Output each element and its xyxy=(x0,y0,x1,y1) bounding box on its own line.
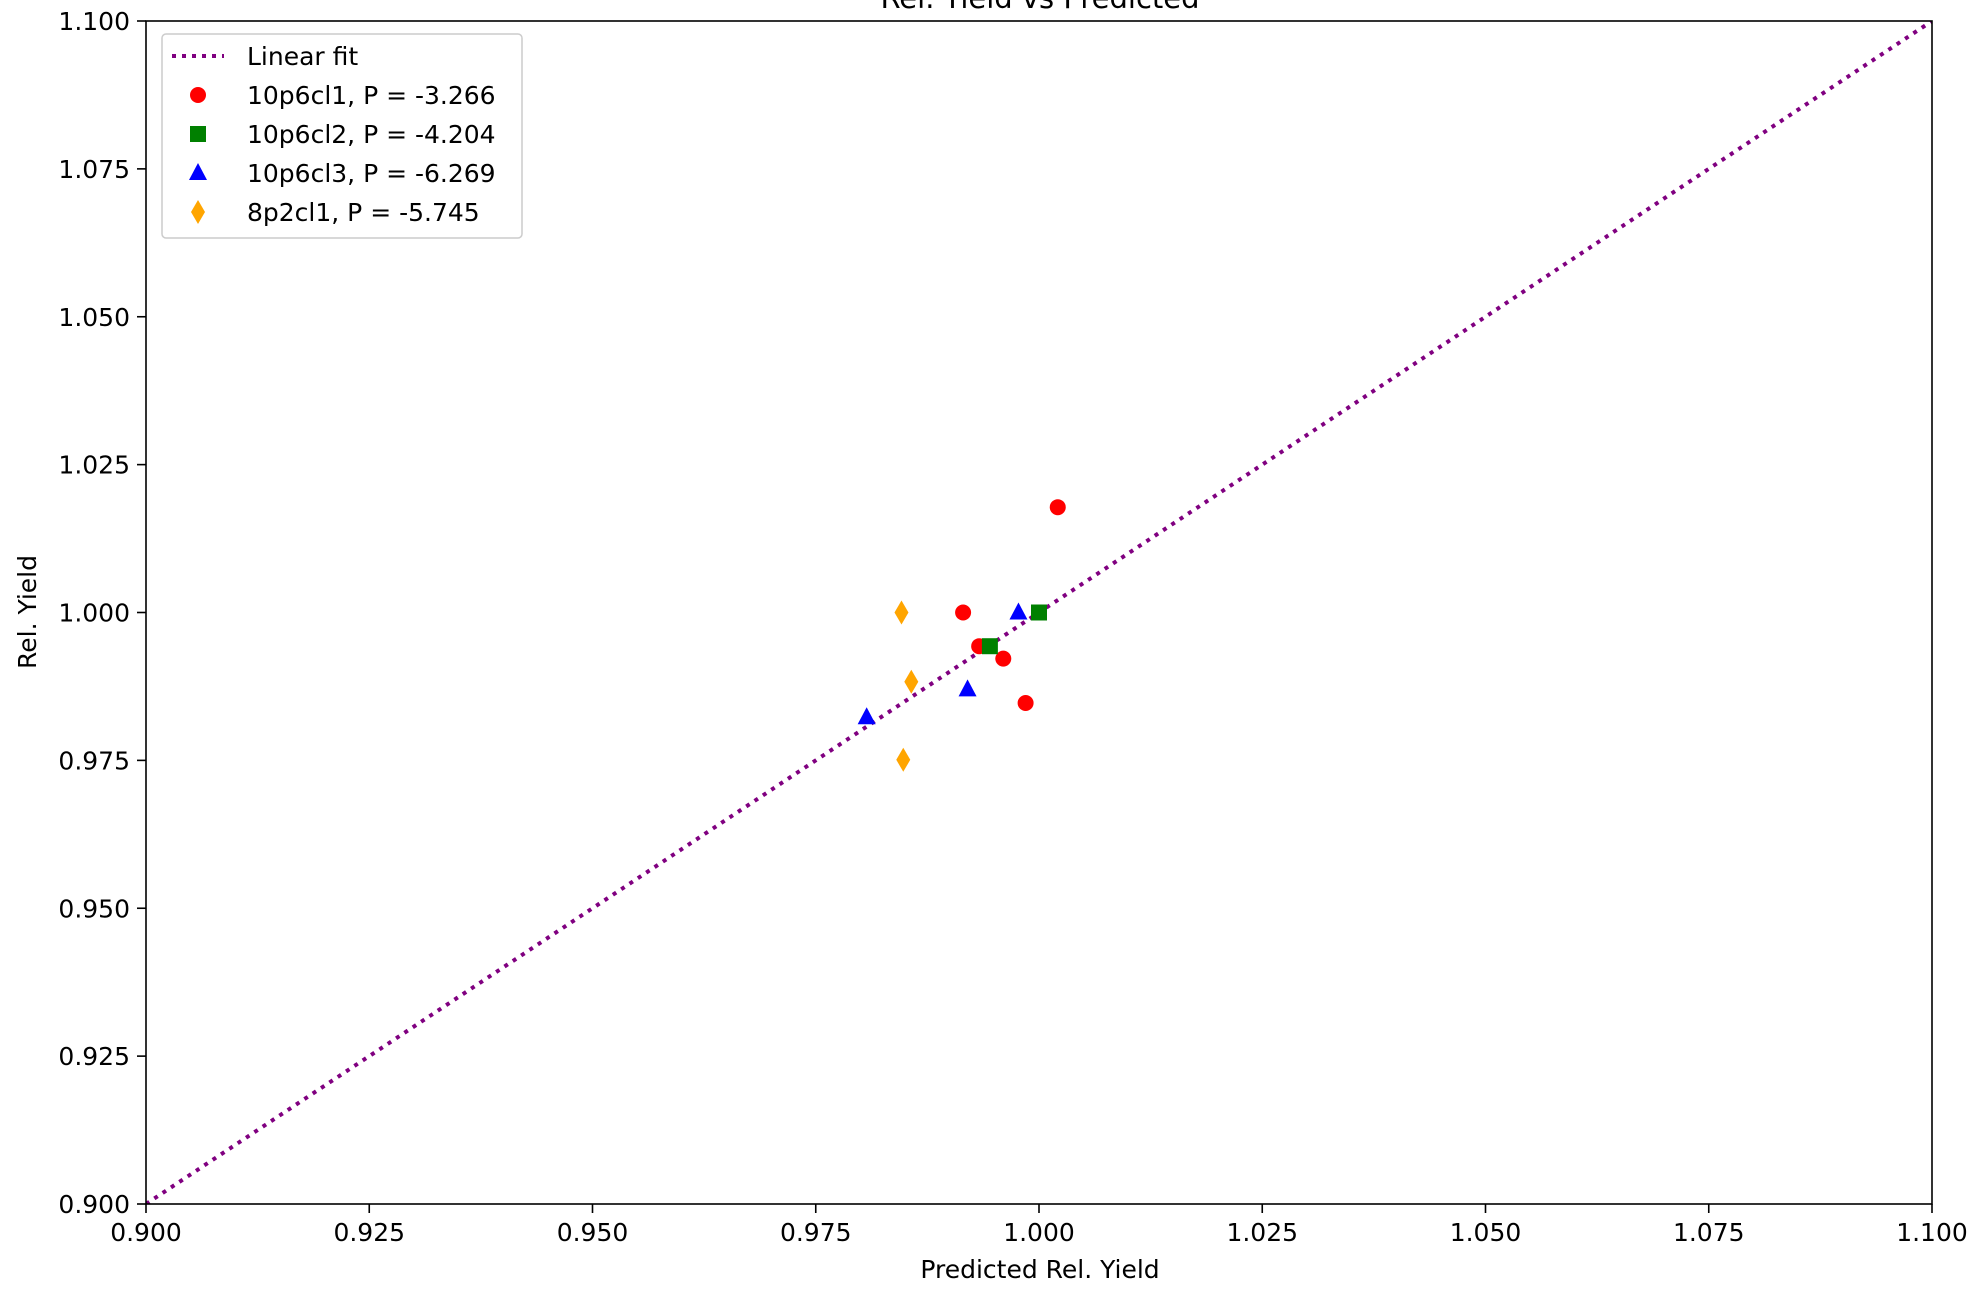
legend-label-series-1: 10p6cl1, P = -3.266 xyxy=(247,81,496,110)
x-tick-label: 1.075 xyxy=(1673,1218,1745,1247)
chart-title: Rel. Yield vs Predicted xyxy=(880,0,1199,15)
data-point-series-4-1 xyxy=(894,600,909,625)
y-tick-label: 1.025 xyxy=(58,451,130,480)
data-point-series-4-2 xyxy=(904,669,919,694)
x-axis-label: Predicted Rel. Yield xyxy=(920,1255,1159,1284)
data-point-series-4-3 xyxy=(896,747,911,772)
y-tick-label: 0.975 xyxy=(58,746,130,775)
legend-label-series-3: 10p6cl3, P = -6.269 xyxy=(247,159,496,188)
legend-label-series-2: 10p6cl2, P = -4.204 xyxy=(247,120,496,149)
legend-box xyxy=(161,33,523,239)
x-tick-label: 1.050 xyxy=(1450,1218,1522,1247)
legend-swatch-series-2 xyxy=(190,126,206,142)
data-point-series-1-1 xyxy=(955,604,972,621)
legend-label-series-4: 8p2cl1, P = -5.745 xyxy=(247,198,480,227)
y-tick-label: 0.900 xyxy=(58,1190,130,1219)
x-tick-label: 1.000 xyxy=(1003,1218,1075,1247)
y-tick-label: 1.050 xyxy=(58,303,130,332)
plot-marks xyxy=(146,21,1932,1204)
y-tick-label: 1.075 xyxy=(58,155,130,184)
legend: Linear fit 10p6cl1, P = -3.266 10p6cl2, P … xyxy=(161,33,523,239)
y-tick-label: 1.000 xyxy=(58,599,130,628)
data-point-series-3-3 xyxy=(1009,602,1028,620)
y-tick-label: 0.925 xyxy=(58,1042,130,1071)
y-tick-label: 0.950 xyxy=(58,894,130,923)
y-tick-label: 1.100 xyxy=(58,7,130,36)
x-tick-label: 1.100 xyxy=(1896,1218,1968,1247)
legend-swatch-series-1 xyxy=(190,87,206,103)
data-point-series-3-1 xyxy=(857,707,876,725)
x-tick-label: 0.900 xyxy=(110,1218,182,1247)
data-point-series-1-5 xyxy=(1049,499,1066,516)
x-tick-label: 0.950 xyxy=(557,1218,629,1247)
y-axis-label: Rel. Yield xyxy=(13,555,42,669)
data-point-series-1-4 xyxy=(1017,694,1034,711)
legend-label-linear-fit: Linear fit xyxy=(247,42,358,71)
legend-swatch-series-4 xyxy=(191,200,205,224)
data-point-series-2-1 xyxy=(981,638,998,655)
legend-swatch-series-3 xyxy=(189,163,207,180)
x-tick-label: 0.975 xyxy=(780,1218,852,1247)
data-point-series-2-2 xyxy=(1031,604,1047,621)
data-point-series-1-3 xyxy=(995,650,1012,667)
x-tick-label: 1.025 xyxy=(1226,1218,1298,1247)
axes: 0.900 0.925 0.950 0.975 1.000 1.025 1.050 1.075… xyxy=(58,7,1967,1247)
data-point-series-3-2 xyxy=(958,679,977,697)
x-tick-label: 0.925 xyxy=(333,1218,405,1247)
